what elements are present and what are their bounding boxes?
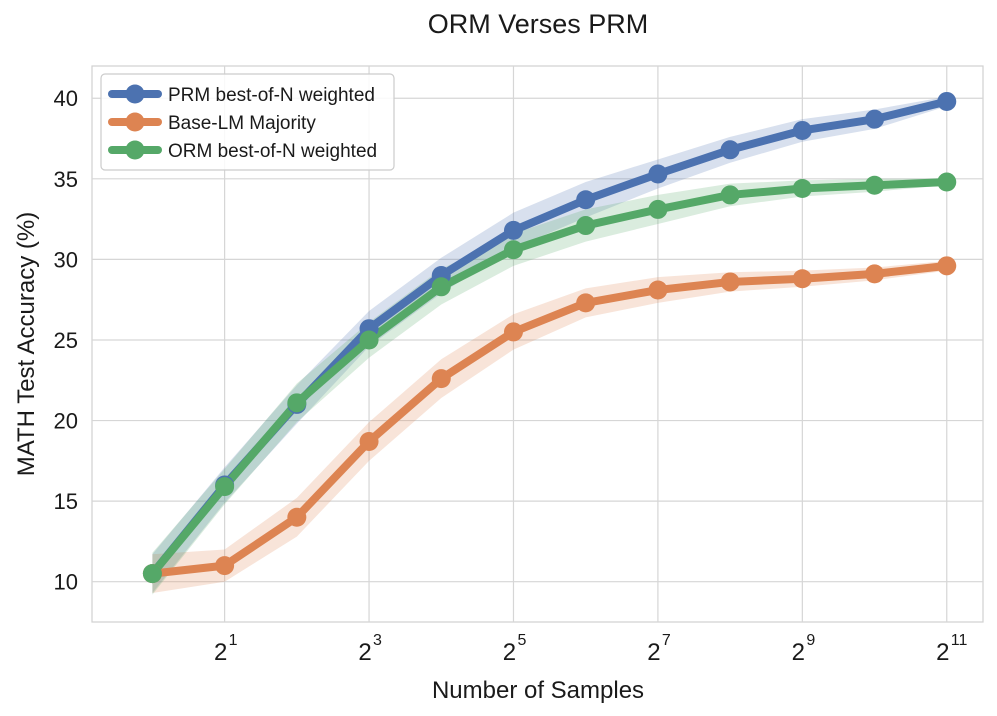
data-point	[865, 109, 885, 129]
data-point	[720, 140, 740, 160]
data-point	[937, 91, 957, 111]
data-point	[431, 277, 451, 297]
data-point	[865, 175, 885, 195]
data-point	[720, 185, 740, 205]
x-tick-base: 2	[647, 639, 660, 666]
series-line-1	[148, 261, 951, 578]
x-tick-labels: 2 1 2 3 2 5 2 7 2 9 2 11	[214, 632, 968, 666]
x-tick-exponent: 1	[229, 632, 238, 649]
y-tick-label: 15	[54, 489, 78, 514]
legend-label: Base-LM Majority	[168, 113, 316, 134]
legend-marker	[125, 112, 145, 132]
legend-box	[100, 73, 395, 171]
data-point	[503, 220, 523, 240]
y-tick-label: 25	[54, 328, 78, 353]
data-point	[142, 564, 162, 584]
data-point	[576, 293, 596, 313]
legend: PRM best-of-N weighted Base-LM Majority OR…	[100, 73, 395, 171]
x-tick-exponent: 5	[517, 632, 526, 649]
x-tick-base: 2	[358, 639, 371, 666]
data-point	[503, 322, 523, 342]
x-tick-base: 2	[792, 639, 805, 666]
data-point	[720, 272, 740, 292]
data-point	[937, 172, 957, 192]
x-tick-exponent: 7	[662, 632, 671, 649]
data-point	[648, 164, 668, 184]
data-point	[359, 330, 379, 350]
data-point	[576, 190, 596, 210]
x-tick-label: 2 11	[936, 632, 967, 666]
data-point	[648, 199, 668, 219]
data-point	[865, 264, 885, 284]
series-points	[142, 91, 957, 584]
series-lines	[148, 97, 951, 578]
legend-item: ORM best-of-N weighted	[108, 140, 377, 162]
legend-item: Base-LM Majority	[108, 112, 316, 134]
x-tick-base: 2	[936, 639, 949, 666]
x-tick-base: 2	[503, 639, 516, 666]
y-tick-label: 20	[54, 409, 78, 434]
data-point	[937, 256, 957, 276]
y-tick-label: 35	[54, 167, 78, 192]
data-point	[792, 269, 812, 289]
legend-item: PRM best-of-N weighted	[108, 84, 375, 106]
legend-label: ORM best-of-N weighted	[168, 141, 377, 162]
data-point	[576, 216, 596, 236]
data-point	[215, 477, 235, 497]
legend-marker	[125, 84, 145, 104]
data-point	[503, 240, 523, 260]
data-point	[359, 432, 379, 452]
series-line-2	[148, 178, 951, 578]
y-tick-label: 10	[54, 570, 78, 595]
y-tick-label: 30	[54, 247, 78, 272]
data-point	[287, 507, 307, 527]
x-tick-exponent: 3	[373, 632, 382, 649]
x-axis-label: Number of Samples	[432, 677, 644, 704]
x-tick-exponent: 9	[806, 632, 815, 649]
y-axis-label: MATH Test Accuracy (%)	[13, 212, 40, 477]
x-tick-base: 2	[214, 639, 227, 666]
data-point	[287, 393, 307, 413]
legend-marker	[125, 140, 145, 160]
data-point	[792, 178, 812, 198]
data-point	[215, 556, 235, 576]
y-tick-labels: 10 15 20 25 30 35 40	[54, 86, 78, 594]
legend-label: PRM best-of-N weighted	[168, 85, 375, 106]
chart-title: ORM Verses PRM	[428, 9, 649, 39]
data-point	[431, 369, 451, 389]
y-tick-label: 40	[54, 86, 78, 111]
data-point	[792, 120, 812, 140]
x-tick-exponent: 11	[951, 632, 968, 649]
data-point	[648, 280, 668, 300]
